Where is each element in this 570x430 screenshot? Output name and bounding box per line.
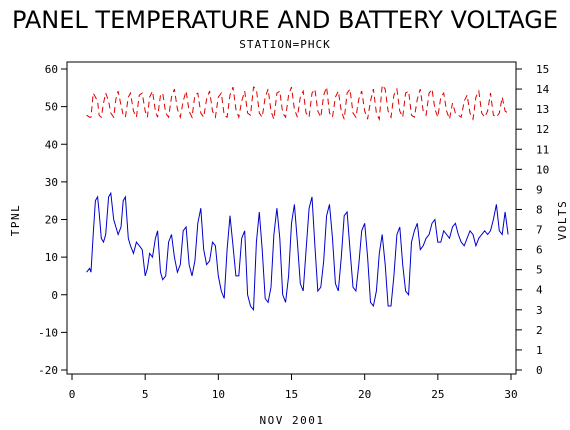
y-right-tick-label: 2 bbox=[536, 324, 543, 337]
voltage-series-line bbox=[86, 83, 509, 122]
x-axis: 0 5 10 15 20 25 30 bbox=[69, 374, 518, 401]
y-right-tick-label: 13 bbox=[536, 103, 549, 116]
x-tick-label: 30 bbox=[504, 388, 517, 401]
y-left-tick-label: 30 bbox=[45, 176, 58, 189]
plot-frame bbox=[66, 61, 517, 375]
y-right-tick-label: 9 bbox=[536, 183, 543, 196]
x-axis-label: NOV 2001 bbox=[260, 414, 325, 427]
y-axis-left: -20 -10 0 10 20 30 40 50 60 bbox=[38, 63, 67, 377]
chart-title: PANEL TEMPERATURE AND BATTERY VOLTAGE bbox=[12, 6, 558, 34]
y-left-tick-label: -20 bbox=[38, 364, 58, 377]
temperature-series-line bbox=[86, 191, 509, 312]
y-axis-right-label: VOLTS bbox=[556, 200, 569, 241]
y-right-tick-label: 3 bbox=[536, 304, 543, 317]
y-left-tick-label: -10 bbox=[38, 326, 58, 339]
x-tick-label: 15 bbox=[285, 388, 298, 401]
y-left-tick-label: 50 bbox=[45, 101, 58, 114]
y-right-tick-label: 10 bbox=[536, 163, 549, 176]
x-tick-label: 20 bbox=[358, 388, 371, 401]
y-right-tick-label: 14 bbox=[536, 83, 550, 96]
y-axis-left-label: TPNL bbox=[9, 204, 22, 237]
y-right-tick-label: 12 bbox=[536, 123, 549, 136]
y-right-tick-label: 5 bbox=[536, 264, 543, 277]
chart-subtitle: STATION=PHCK bbox=[239, 38, 330, 51]
y-left-tick-label: 60 bbox=[45, 63, 58, 76]
x-tick-label: 25 bbox=[431, 388, 444, 401]
y-right-tick-label: 0 bbox=[536, 364, 543, 377]
x-tick-label: 0 bbox=[69, 388, 76, 401]
y-right-tick-label: 7 bbox=[536, 224, 543, 237]
y-right-tick-label: 8 bbox=[536, 203, 543, 216]
x-tick-label: 10 bbox=[212, 388, 225, 401]
y-left-tick-label: 20 bbox=[45, 214, 58, 227]
series-layer bbox=[86, 83, 509, 312]
y-left-tick-label: 10 bbox=[45, 251, 58, 264]
y-right-tick-label: 11 bbox=[536, 143, 549, 156]
y-left-tick-label: 0 bbox=[51, 289, 58, 302]
y-right-tick-label: 15 bbox=[536, 63, 549, 76]
y-right-tick-label: 6 bbox=[536, 244, 543, 257]
y-left-tick-label: 40 bbox=[45, 138, 58, 151]
y-right-tick-label: 1 bbox=[536, 344, 543, 357]
x-tick-label: 5 bbox=[142, 388, 149, 401]
y-right-tick-label: 4 bbox=[536, 284, 543, 297]
